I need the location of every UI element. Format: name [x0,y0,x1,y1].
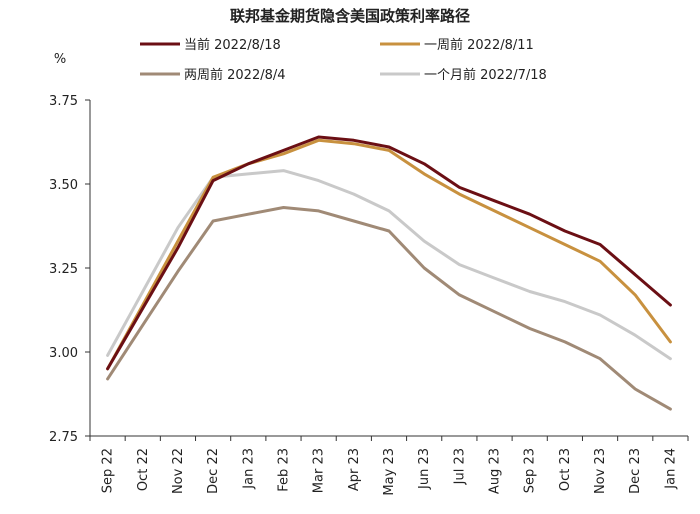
x-tick-label: May 23 [382,448,397,496]
x-tick-label: Sep 23 [523,448,538,493]
x-tick-label: Dec 22 [206,448,221,494]
y-tick-label: 3.50 [49,178,78,193]
x-tick-label: Sep 22 [101,448,116,493]
x-tick-label: Jul 23 [452,448,467,485]
axes: 3.75 3.50 3.25 3.00 2.75 Sep 22 Oct 22 Nov 22 De… [49,94,689,496]
chart-title: 联邦基金期货隐含美国政策利率路径 [230,7,470,25]
y-tick-label: 3.25 [49,262,78,277]
x-tick-label: Mar 23 [312,448,327,493]
y-tick-label: 3.00 [49,346,78,361]
x-tick-label: Nov 23 [593,448,608,494]
y-axis-unit-label: % [54,52,66,67]
x-tick-label: Jan 24 [663,448,678,490]
y-tick-label: 2.75 [49,430,78,445]
legend: 当前 2022/8/18 一周前 2022/8/11 两周前 2022/8/4 一个月… [140,37,547,83]
x-tick-label: Jun 23 [417,448,432,490]
series-line [106,206,672,411]
x-tick-label: Feb 23 [276,448,291,492]
series-lines [106,135,672,411]
legend-label: 一周前 2022/8/11 [424,37,534,53]
x-tick-label: Apr 23 [347,448,362,491]
y-tick-label: 3.75 [49,94,78,109]
series-line [106,138,672,371]
x-tick-label: Nov 22 [171,448,186,494]
legend-label: 两周前 2022/8/4 [184,67,286,83]
x-tick-label: Jan 23 [241,448,256,490]
legend-label: 当前 2022/8/18 [184,37,281,53]
series-line [106,169,672,361]
x-tick-label: Oct 23 [558,448,573,491]
x-tick-label: Dec 23 [628,448,643,494]
x-tick-label: Oct 22 [136,448,151,491]
legend-label: 一个月前 2022/7/18 [424,67,547,83]
x-tick-label: Aug 23 [488,448,503,494]
series-line [106,135,672,371]
